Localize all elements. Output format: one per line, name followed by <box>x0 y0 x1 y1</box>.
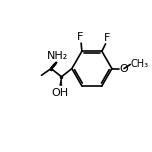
Text: F: F <box>77 32 84 42</box>
Text: F: F <box>104 33 110 43</box>
Polygon shape <box>60 77 62 85</box>
Text: CH₃: CH₃ <box>131 59 149 69</box>
Text: O: O <box>120 64 128 74</box>
Text: NH₂: NH₂ <box>46 51 68 61</box>
Text: OH: OH <box>51 88 69 98</box>
